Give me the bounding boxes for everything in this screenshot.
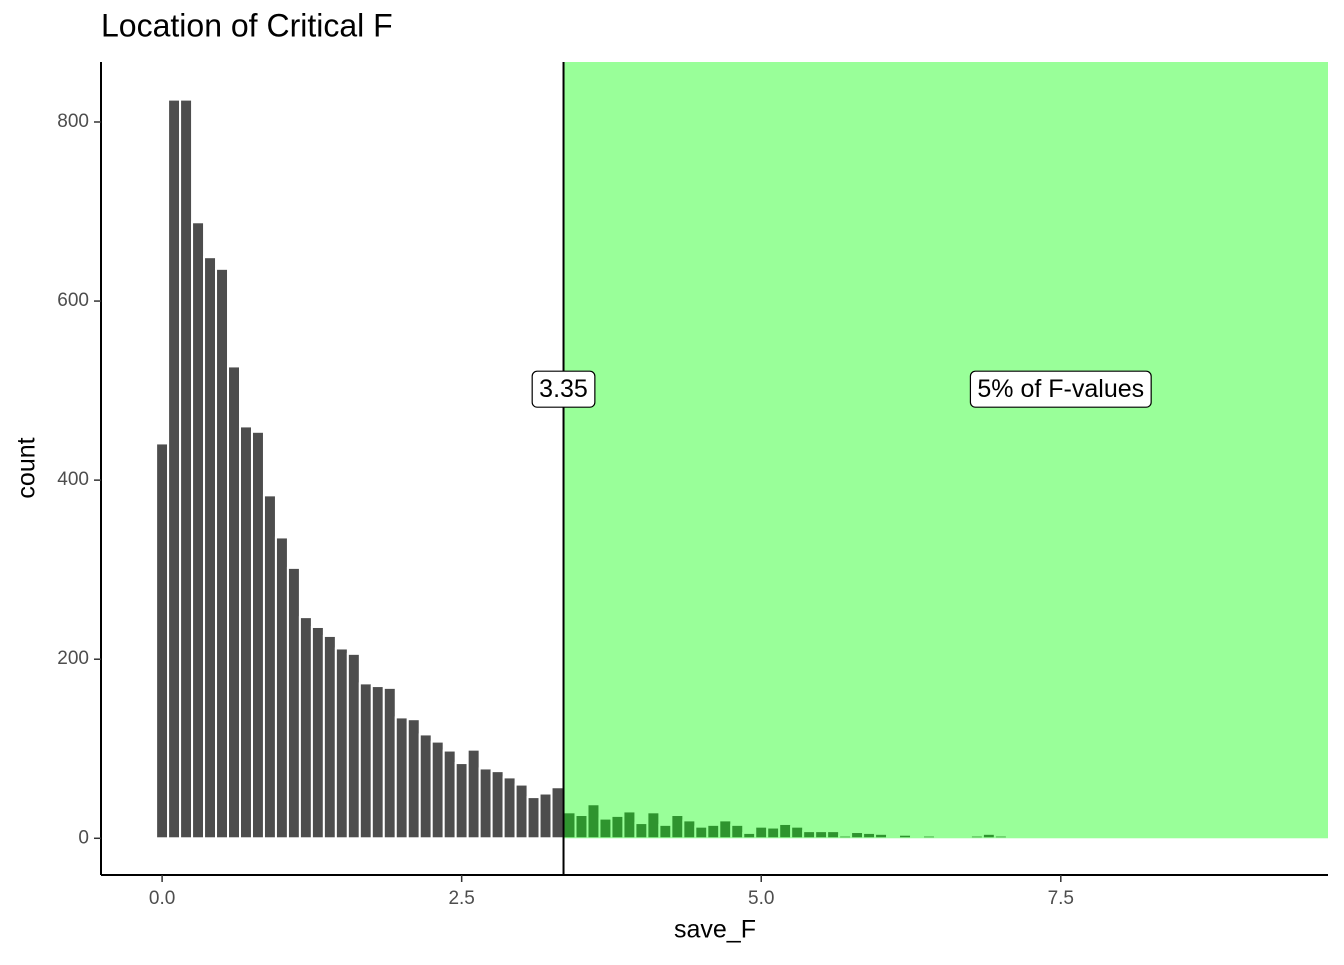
- bar: [442, 749, 457, 840]
- bar: [526, 796, 541, 840]
- bar: [921, 834, 936, 840]
- bar: [346, 652, 361, 840]
- bar: [514, 783, 529, 840]
- bar: [730, 823, 745, 840]
- bar: [274, 536, 289, 840]
- bar: [215, 267, 230, 840]
- x-tick-label: 5.0: [748, 888, 774, 909]
- bar: [286, 566, 301, 840]
- bar: [466, 748, 481, 840]
- annotation: 5% of F-values: [977, 375, 1144, 403]
- bar: [334, 647, 349, 840]
- x-axis-title: save_F: [674, 916, 756, 944]
- bar: [179, 98, 194, 840]
- bar: [191, 221, 206, 840]
- bar: [382, 686, 397, 840]
- bar: [203, 256, 218, 840]
- bar: [898, 833, 913, 840]
- x-tick-label: 7.5: [1048, 888, 1074, 909]
- bar: [227, 365, 241, 840]
- annotation-box: [969, 370, 1152, 408]
- bar: [298, 616, 313, 840]
- bar: [238, 425, 253, 840]
- bar: [478, 767, 493, 840]
- bar: [358, 682, 373, 840]
- y-tick-label: 0: [78, 827, 89, 848]
- x-tick-label: 0.0: [149, 888, 175, 909]
- y-tick-label: 600: [57, 290, 89, 311]
- critical-label: 3.35: [539, 375, 588, 403]
- y-tick-label: 200: [57, 648, 89, 669]
- rejection-region: [563, 62, 1328, 839]
- bar: [370, 685, 385, 840]
- bar: [310, 625, 325, 840]
- bar: [155, 442, 170, 840]
- bar: [406, 718, 421, 840]
- bar: [167, 98, 182, 840]
- chart-title: Location of Critical F: [101, 7, 393, 43]
- bar: [550, 786, 565, 840]
- bar: [538, 792, 553, 840]
- bar: [490, 770, 505, 840]
- bar: [993, 834, 1008, 840]
- bar: [394, 716, 409, 840]
- y-tick-label: 800: [57, 111, 89, 132]
- bar: [262, 494, 277, 840]
- bar: [454, 762, 469, 840]
- bar: [418, 733, 433, 840]
- bar: [322, 634, 337, 840]
- bar: [502, 776, 517, 840]
- bar: [430, 740, 445, 840]
- critical-label-box: [531, 370, 596, 408]
- y-axis-title: count: [13, 437, 41, 498]
- bar: [250, 430, 265, 840]
- y-tick-label: 400: [57, 469, 89, 490]
- x-tick-label: 2.5: [448, 888, 474, 909]
- bar: [945, 835, 960, 840]
